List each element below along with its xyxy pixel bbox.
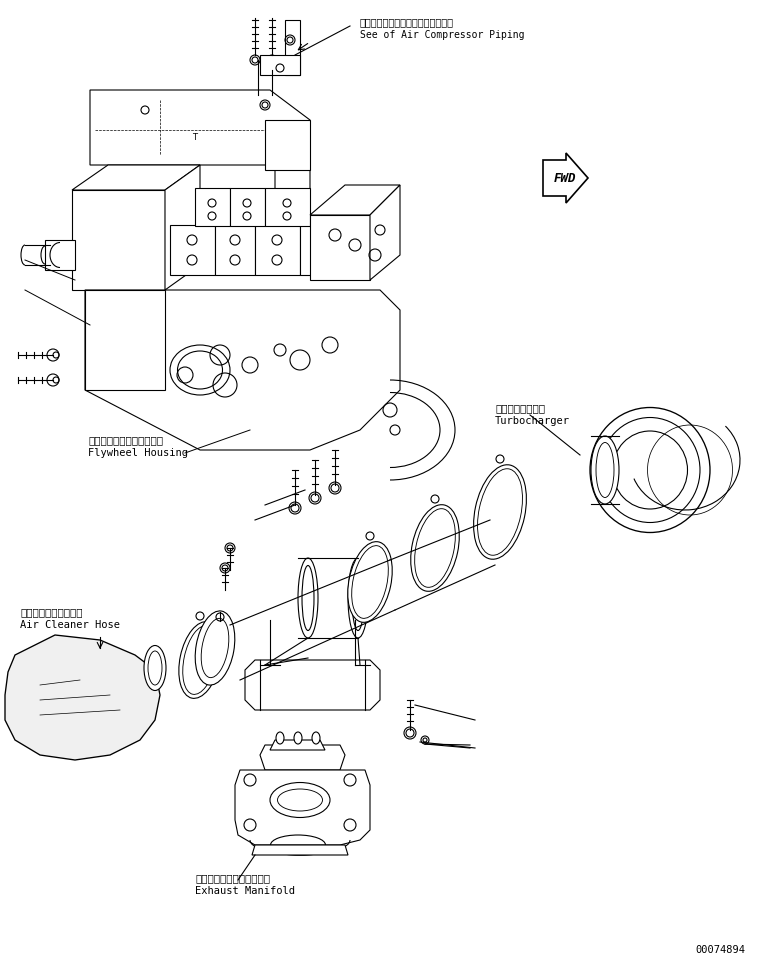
Ellipse shape	[478, 468, 523, 555]
Polygon shape	[90, 90, 310, 215]
Text: エアークリーナホース: エアークリーナホース	[20, 607, 82, 617]
Ellipse shape	[591, 436, 619, 504]
Polygon shape	[245, 660, 380, 710]
Text: ターボチャージャ: ターボチャージャ	[495, 403, 545, 413]
Polygon shape	[310, 215, 370, 280]
Text: Flywheel Housing: Flywheel Housing	[88, 448, 188, 458]
Polygon shape	[235, 770, 370, 845]
Ellipse shape	[613, 431, 687, 509]
Polygon shape	[252, 845, 348, 855]
Ellipse shape	[148, 651, 162, 685]
Ellipse shape	[201, 618, 229, 678]
Polygon shape	[265, 188, 310, 226]
Polygon shape	[45, 240, 75, 270]
Polygon shape	[260, 55, 300, 75]
Ellipse shape	[600, 418, 700, 522]
Ellipse shape	[277, 789, 322, 811]
Polygon shape	[285, 20, 300, 75]
Text: エキゾーストマニホールド: エキゾーストマニホールド	[195, 873, 270, 883]
Ellipse shape	[144, 645, 166, 690]
Ellipse shape	[195, 611, 235, 685]
Polygon shape	[310, 185, 400, 215]
Text: T: T	[193, 133, 197, 142]
Ellipse shape	[352, 545, 389, 618]
Ellipse shape	[276, 732, 284, 744]
Text: エアーコンプレッサパイピング参図: エアーコンプレッサパイピング参図	[360, 17, 454, 27]
Polygon shape	[85, 290, 165, 390]
Polygon shape	[85, 290, 400, 450]
Text: 00074894: 00074894	[695, 945, 745, 955]
Ellipse shape	[415, 509, 456, 588]
Ellipse shape	[270, 782, 330, 818]
Ellipse shape	[411, 505, 459, 591]
Ellipse shape	[183, 626, 217, 694]
Polygon shape	[260, 745, 345, 770]
Polygon shape	[195, 188, 230, 226]
Polygon shape	[265, 120, 310, 170]
Text: Exhaust Manifold: Exhaust Manifold	[195, 886, 295, 896]
Ellipse shape	[312, 732, 320, 744]
Polygon shape	[270, 740, 325, 750]
Polygon shape	[370, 185, 400, 280]
Ellipse shape	[596, 443, 614, 497]
Polygon shape	[230, 188, 265, 226]
Text: FWD: FWD	[554, 172, 576, 184]
Polygon shape	[72, 165, 200, 190]
Polygon shape	[215, 225, 255, 275]
Ellipse shape	[590, 407, 710, 533]
Text: See of Air Compressor Piping: See of Air Compressor Piping	[360, 30, 524, 40]
Polygon shape	[165, 165, 200, 290]
Ellipse shape	[294, 732, 302, 744]
Polygon shape	[72, 190, 165, 290]
Polygon shape	[170, 225, 215, 275]
Ellipse shape	[474, 465, 527, 560]
Text: フライホイールハウジング: フライホイールハウジング	[88, 435, 163, 445]
Text: Turbocharger: Turbocharger	[495, 416, 570, 426]
Polygon shape	[5, 635, 160, 760]
Polygon shape	[300, 225, 350, 275]
Ellipse shape	[347, 541, 392, 622]
Polygon shape	[255, 225, 300, 275]
Ellipse shape	[179, 622, 221, 698]
Text: Air Cleaner Hose: Air Cleaner Hose	[20, 620, 120, 630]
